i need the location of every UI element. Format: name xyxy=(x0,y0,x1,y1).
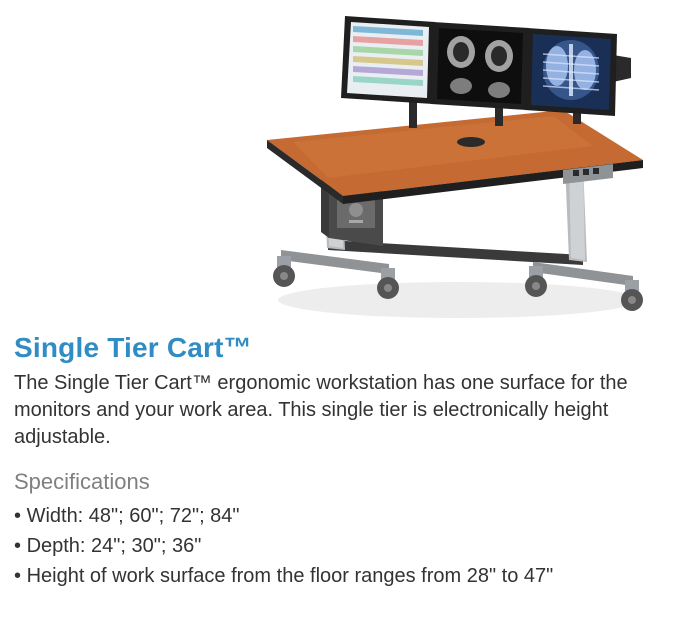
spec-item: Height of work surface from the floor ra… xyxy=(14,561,663,591)
product-illustration xyxy=(14,0,663,330)
product-description: The Single Tier Cart™ ergonomic workstat… xyxy=(14,370,663,451)
foot-right xyxy=(533,262,633,286)
spec-item: Depth: 24"; 30"; 36" xyxy=(14,531,663,561)
monitor-1 xyxy=(341,16,435,104)
workstation-cart-illustration xyxy=(233,0,663,335)
monitor-3 xyxy=(525,28,617,116)
foot-left xyxy=(281,250,389,274)
spec-item: Width: 48"; 60"; 72"; 84" xyxy=(14,501,663,531)
monitor-2 xyxy=(431,22,529,110)
product-title: Single Tier Cart™ xyxy=(14,332,663,364)
specifications-heading: Specifications xyxy=(14,469,663,495)
specifications-list: Width: 48"; 60"; 72"; 84" Depth: 24"; 30… xyxy=(14,501,663,591)
